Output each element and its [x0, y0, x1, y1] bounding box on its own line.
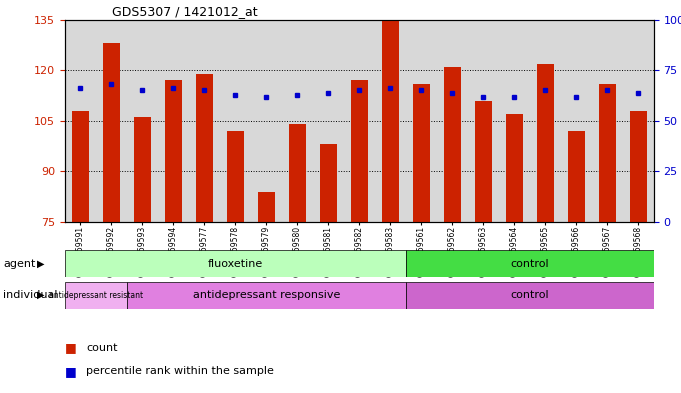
Text: ▶: ▶	[37, 259, 45, 269]
Bar	[227, 131, 244, 222]
Bar	[103, 43, 120, 222]
Bar	[65, 282, 127, 309]
Bar	[257, 192, 274, 222]
Text: agent: agent	[3, 259, 36, 269]
Text: fluoxetine: fluoxetine	[208, 259, 263, 269]
Text: ■: ■	[65, 365, 76, 378]
Bar	[568, 131, 585, 222]
Bar	[319, 145, 336, 222]
Bar	[127, 282, 406, 309]
Text: control: control	[511, 290, 549, 300]
Bar	[165, 81, 182, 222]
Text: control: control	[511, 259, 549, 269]
Bar	[406, 250, 654, 277]
Text: ■: ■	[65, 341, 76, 354]
Text: GDS5307 / 1421012_at: GDS5307 / 1421012_at	[112, 6, 257, 18]
Bar	[382, 20, 399, 222]
Text: antidepressant responsive: antidepressant responsive	[193, 290, 340, 300]
Text: antidepressant resistant: antidepressant resistant	[48, 291, 143, 299]
Bar	[630, 111, 647, 222]
Bar	[475, 101, 492, 222]
Bar	[289, 124, 306, 222]
Bar	[406, 282, 654, 309]
Text: individual: individual	[3, 290, 58, 300]
Bar	[72, 111, 89, 222]
Bar	[444, 67, 461, 222]
Bar	[65, 250, 406, 277]
Text: percentile rank within the sample: percentile rank within the sample	[86, 366, 274, 376]
Bar	[537, 64, 554, 222]
Bar	[133, 118, 151, 222]
Bar	[413, 84, 430, 222]
Text: ▶: ▶	[37, 290, 45, 300]
Bar	[599, 84, 616, 222]
Bar	[351, 81, 368, 222]
Bar	[506, 114, 523, 222]
Bar	[195, 73, 212, 222]
Text: count: count	[86, 343, 118, 353]
